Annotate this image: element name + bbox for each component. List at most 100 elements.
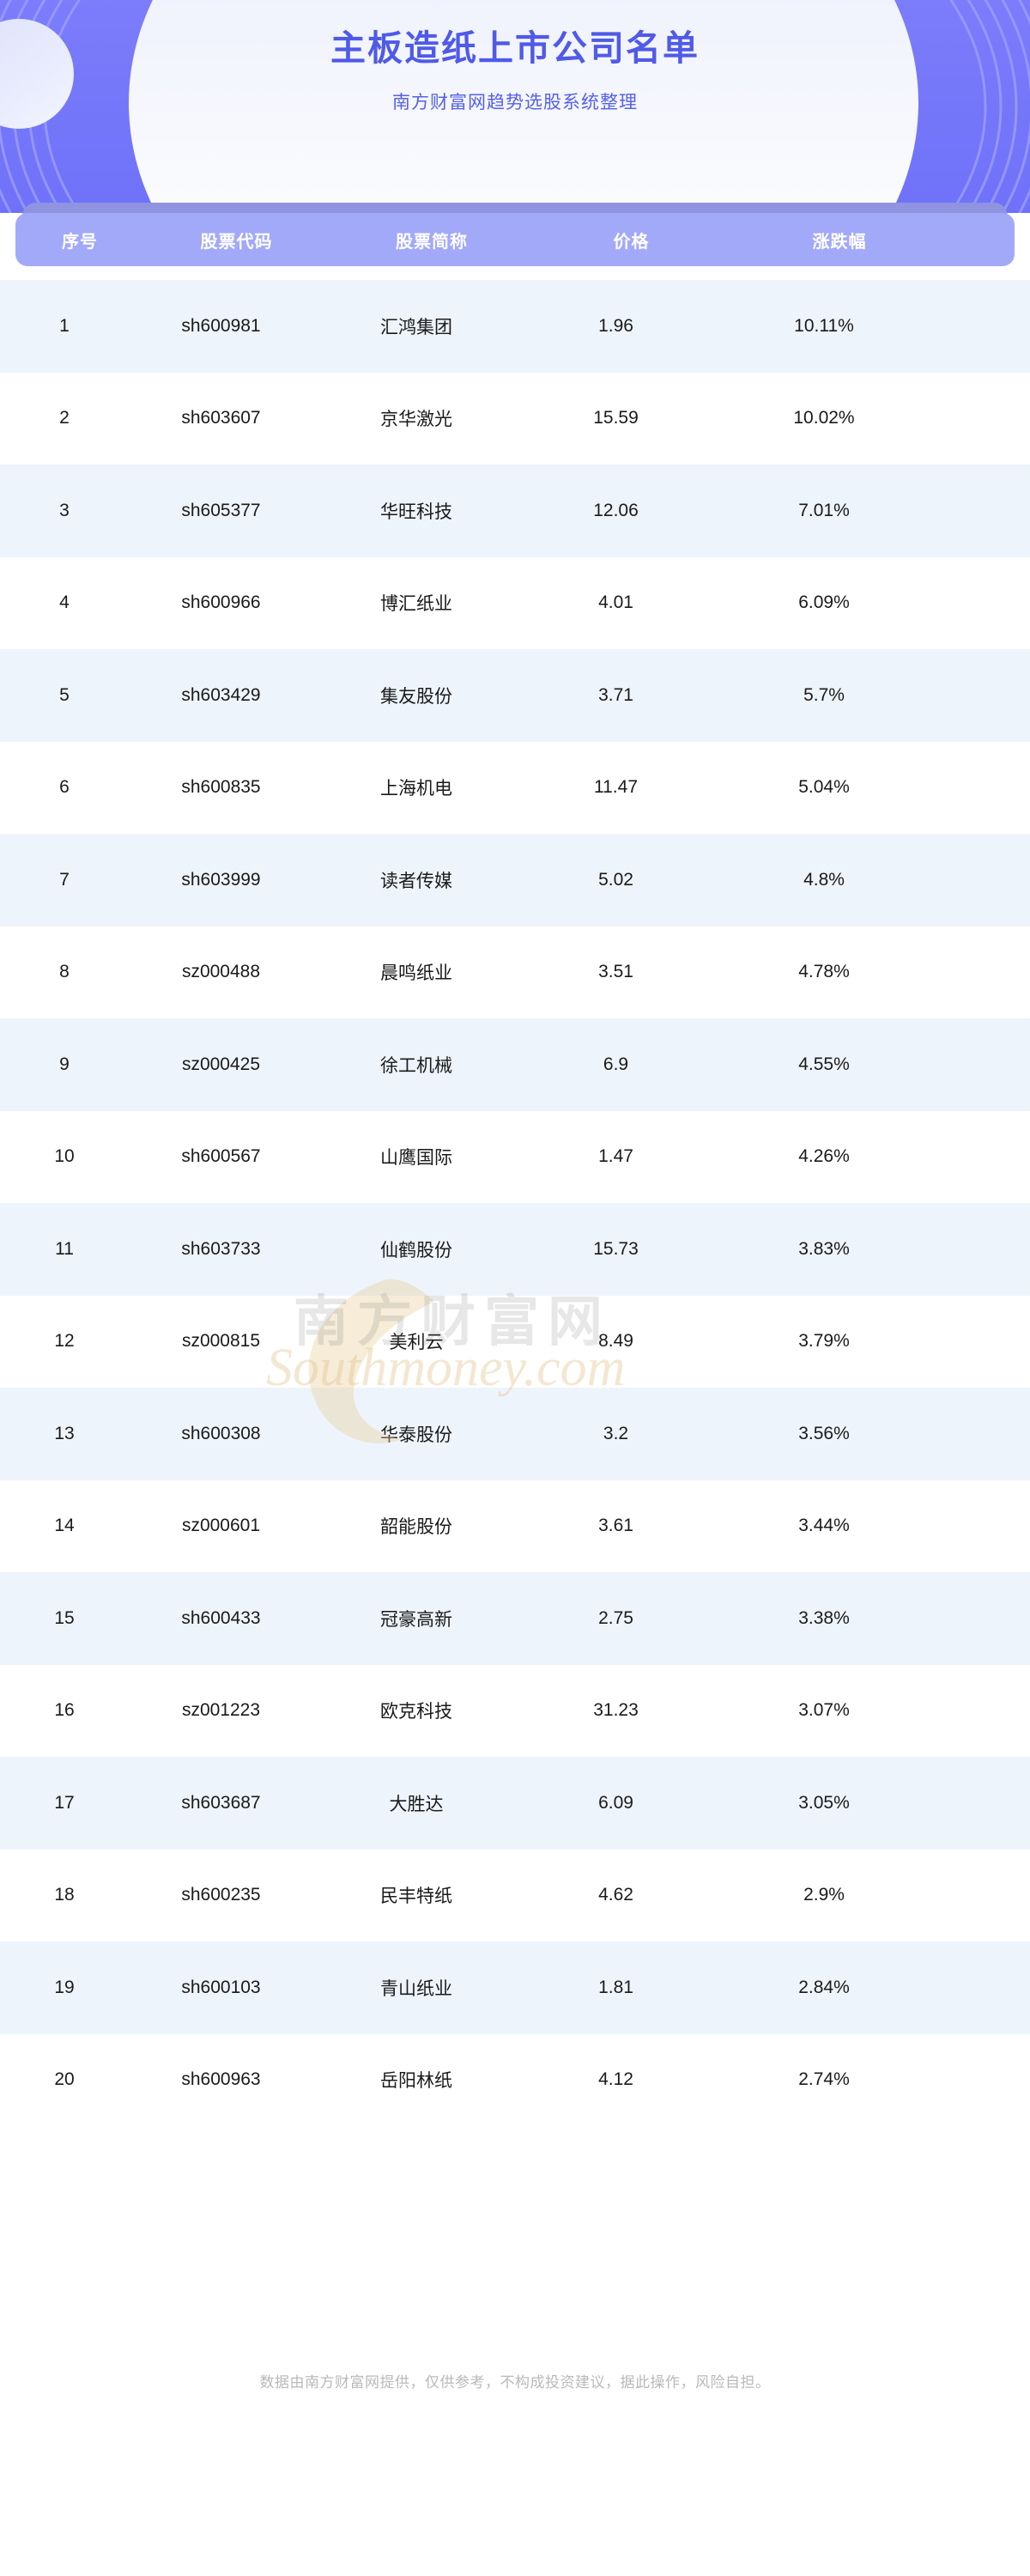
cell-code: sz000601 (181, 1516, 261, 1536)
cell-name: 华泰股份 (380, 1425, 452, 1445)
cell-code: sh600308 (181, 1423, 261, 1443)
cell-change: 10.02% (793, 408, 855, 428)
cell-price: 3.61 (598, 1516, 633, 1536)
cell-name: 晨鸣纸业 (380, 963, 452, 984)
table-row[interactable]: 16 sz001223 欧克科技 31.23 3.07% (0, 1664, 1030, 1757)
stock-table: 序号 股票代码 股票简称 价格 涨跌幅 1 sh600981 汇鸿集团 1.96 10.… (0, 203, 1030, 2126)
cell-code: sh600835 (181, 777, 261, 798)
cell-price: 1.81 (598, 1977, 633, 1997)
table-row[interactable]: 1 sh600981 汇鸿集团 1.96 10.11% (0, 280, 1030, 373)
table-row[interactable]: 5 sh603429 集友股份 3.71 5.7% (0, 649, 1030, 742)
cell-change: 3.05% (798, 1792, 850, 1813)
header-banner: 主板造纸上市公司名单 南方财富网趋势选股系统整理 (0, 0, 1030, 213)
cell-name: 徐工机械 (380, 1055, 452, 1076)
cell-price: 4.12 (598, 2069, 633, 2090)
cell-change: 4.55% (798, 1054, 850, 1074)
table-row[interactable]: 18 sh600235 民丰特纸 4.62 2.9% (0, 1849, 1030, 1941)
table-row[interactable]: 13 sh600308 华泰股份 3.2 3.56% (0, 1388, 1030, 1480)
banner-text-group: 主板造纸上市公司名单 南方财富网趋势选股系统整理 (0, 0, 1030, 213)
cell-index: 9 (59, 1054, 70, 1074)
cell-index: 18 (54, 1885, 75, 1905)
cell-index: 20 (54, 2069, 75, 2090)
cell-price: 15.59 (593, 408, 639, 428)
column-header-price[interactable]: 价格 (613, 232, 650, 252)
cell-change: 4.8% (803, 869, 845, 890)
cell-name: 华旺科技 (380, 501, 452, 522)
cell-code: sh600235 (181, 1885, 261, 1905)
cell-index: 14 (54, 1516, 75, 1536)
cell-index: 8 (59, 962, 70, 982)
cell-price: 3.71 (598, 684, 633, 705)
table-row[interactable]: 4 sh600966 博汇纸业 4.01 6.09% (0, 556, 1030, 649)
table-row[interactable]: 7 sh603999 读者传媒 5.02 4.8% (0, 834, 1030, 927)
cell-price: 11.47 (594, 777, 638, 798)
cell-index: 1 (59, 315, 70, 336)
table-row[interactable]: 8 sz000488 晨鸣纸业 3.51 4.78% (0, 926, 1030, 1018)
cell-price: 6.09 (598, 1792, 633, 1813)
cell-name: 民丰特纸 (380, 1886, 452, 1907)
cell-price: 3.2 (603, 1423, 629, 1443)
cell-index: 2 (59, 408, 70, 428)
cell-name: 仙鹤股份 (380, 1240, 452, 1261)
cell-change: 3.79% (798, 1331, 850, 1352)
cell-code: sz000425 (181, 1054, 261, 1074)
cell-index: 6 (59, 777, 70, 798)
cell-change: 7.01% (798, 500, 850, 520)
column-header-name[interactable]: 股票简称 (396, 232, 468, 252)
column-header-index[interactable]: 序号 (62, 232, 98, 252)
cell-change: 2.84% (798, 1977, 850, 1997)
cell-name: 大胜达 (389, 1794, 444, 1814)
cell-code: sh600103 (181, 1977, 261, 1997)
cell-code: sh600433 (181, 1607, 261, 1628)
cell-change: 4.78% (798, 962, 850, 982)
cell-price: 1.47 (598, 1146, 633, 1167)
table-row[interactable]: 10 sh600567 山鹰国际 1.47 4.26% (0, 1110, 1030, 1203)
table-row[interactable]: 19 sh600103 青山纸业 1.81 2.84% (0, 1941, 1030, 2034)
cell-change: 10.11% (794, 315, 854, 336)
cell-code: sz001223 (181, 1700, 261, 1721)
cell-code: sh600963 (181, 2069, 261, 2090)
table-row[interactable]: 11 sh603733 仙鹤股份 15.73 3.83% (0, 1203, 1030, 1296)
table-row[interactable]: 2 sh603607 京华激光 15.59 10.02% (0, 372, 1030, 465)
footer-disclaimer: 数据由南方财富网提供，仅供参考，不构成投资建议，据此操作，风险自担。 (259, 2374, 771, 2391)
cell-price: 4.62 (598, 1885, 633, 1905)
cell-name: 冠豪高新 (380, 1609, 452, 1630)
table-row[interactable]: 15 sh600433 冠豪高新 2.75 3.38% (0, 1572, 1030, 1665)
table-row[interactable]: 20 sh600963 岳阳林纸 4.12 2.74% (0, 2033, 1030, 2126)
cell-change: 3.07% (798, 1700, 850, 1721)
cell-index: 12 (54, 1331, 75, 1352)
cell-code: sz000815 (181, 1331, 261, 1352)
cell-price: 4.01 (598, 592, 633, 613)
cell-price: 6.9 (603, 1054, 629, 1074)
cell-code: sz000488 (181, 962, 261, 982)
cell-index: 11 (55, 1238, 74, 1259)
cell-change: 6.09% (798, 592, 850, 613)
cell-index: 10 (54, 1146, 75, 1167)
cell-price: 2.75 (598, 1607, 633, 1628)
cell-price: 15.73 (593, 1238, 639, 1259)
cell-code: sh600981 (181, 315, 261, 336)
table-row[interactable]: 9 sz000425 徐工机械 6.9 4.55% (0, 1018, 1030, 1111)
table-row[interactable]: 6 sh600835 上海机电 11.47 5.04% (0, 741, 1030, 834)
table-row[interactable]: 3 sh605377 华旺科技 12.06 7.01% (0, 465, 1030, 557)
cell-index: 17 (54, 1792, 75, 1813)
column-header-code[interactable]: 股票代码 (200, 232, 273, 252)
cell-price: 3.51 (598, 962, 633, 982)
table-row[interactable]: 17 sh603687 大胜达 6.09 3.05% (0, 1757, 1030, 1850)
table-row[interactable]: 14 sz000601 韶能股份 3.61 3.44% (0, 1479, 1030, 1572)
cell-code: sh603687 (181, 1792, 261, 1813)
cell-index: 16 (54, 1700, 75, 1721)
cell-change: 3.38% (798, 1607, 850, 1628)
cell-name: 青山纸业 (380, 1978, 452, 1999)
cell-price: 8.49 (598, 1331, 633, 1352)
column-header-change[interactable]: 涨跌幅 (812, 232, 867, 252)
table-row[interactable]: 12 sz000815 美利云 8.49 3.79% (0, 1295, 1030, 1388)
page-title: 主板造纸上市公司名单 (330, 28, 700, 68)
cell-change: 2.9% (803, 1885, 845, 1905)
cell-name: 博汇纸业 (380, 594, 452, 615)
cell-price: 12.06 (593, 500, 639, 520)
cell-name: 欧克科技 (380, 1702, 452, 1722)
cell-code: sh600567 (181, 1146, 261, 1167)
cell-name: 读者传媒 (380, 871, 452, 891)
